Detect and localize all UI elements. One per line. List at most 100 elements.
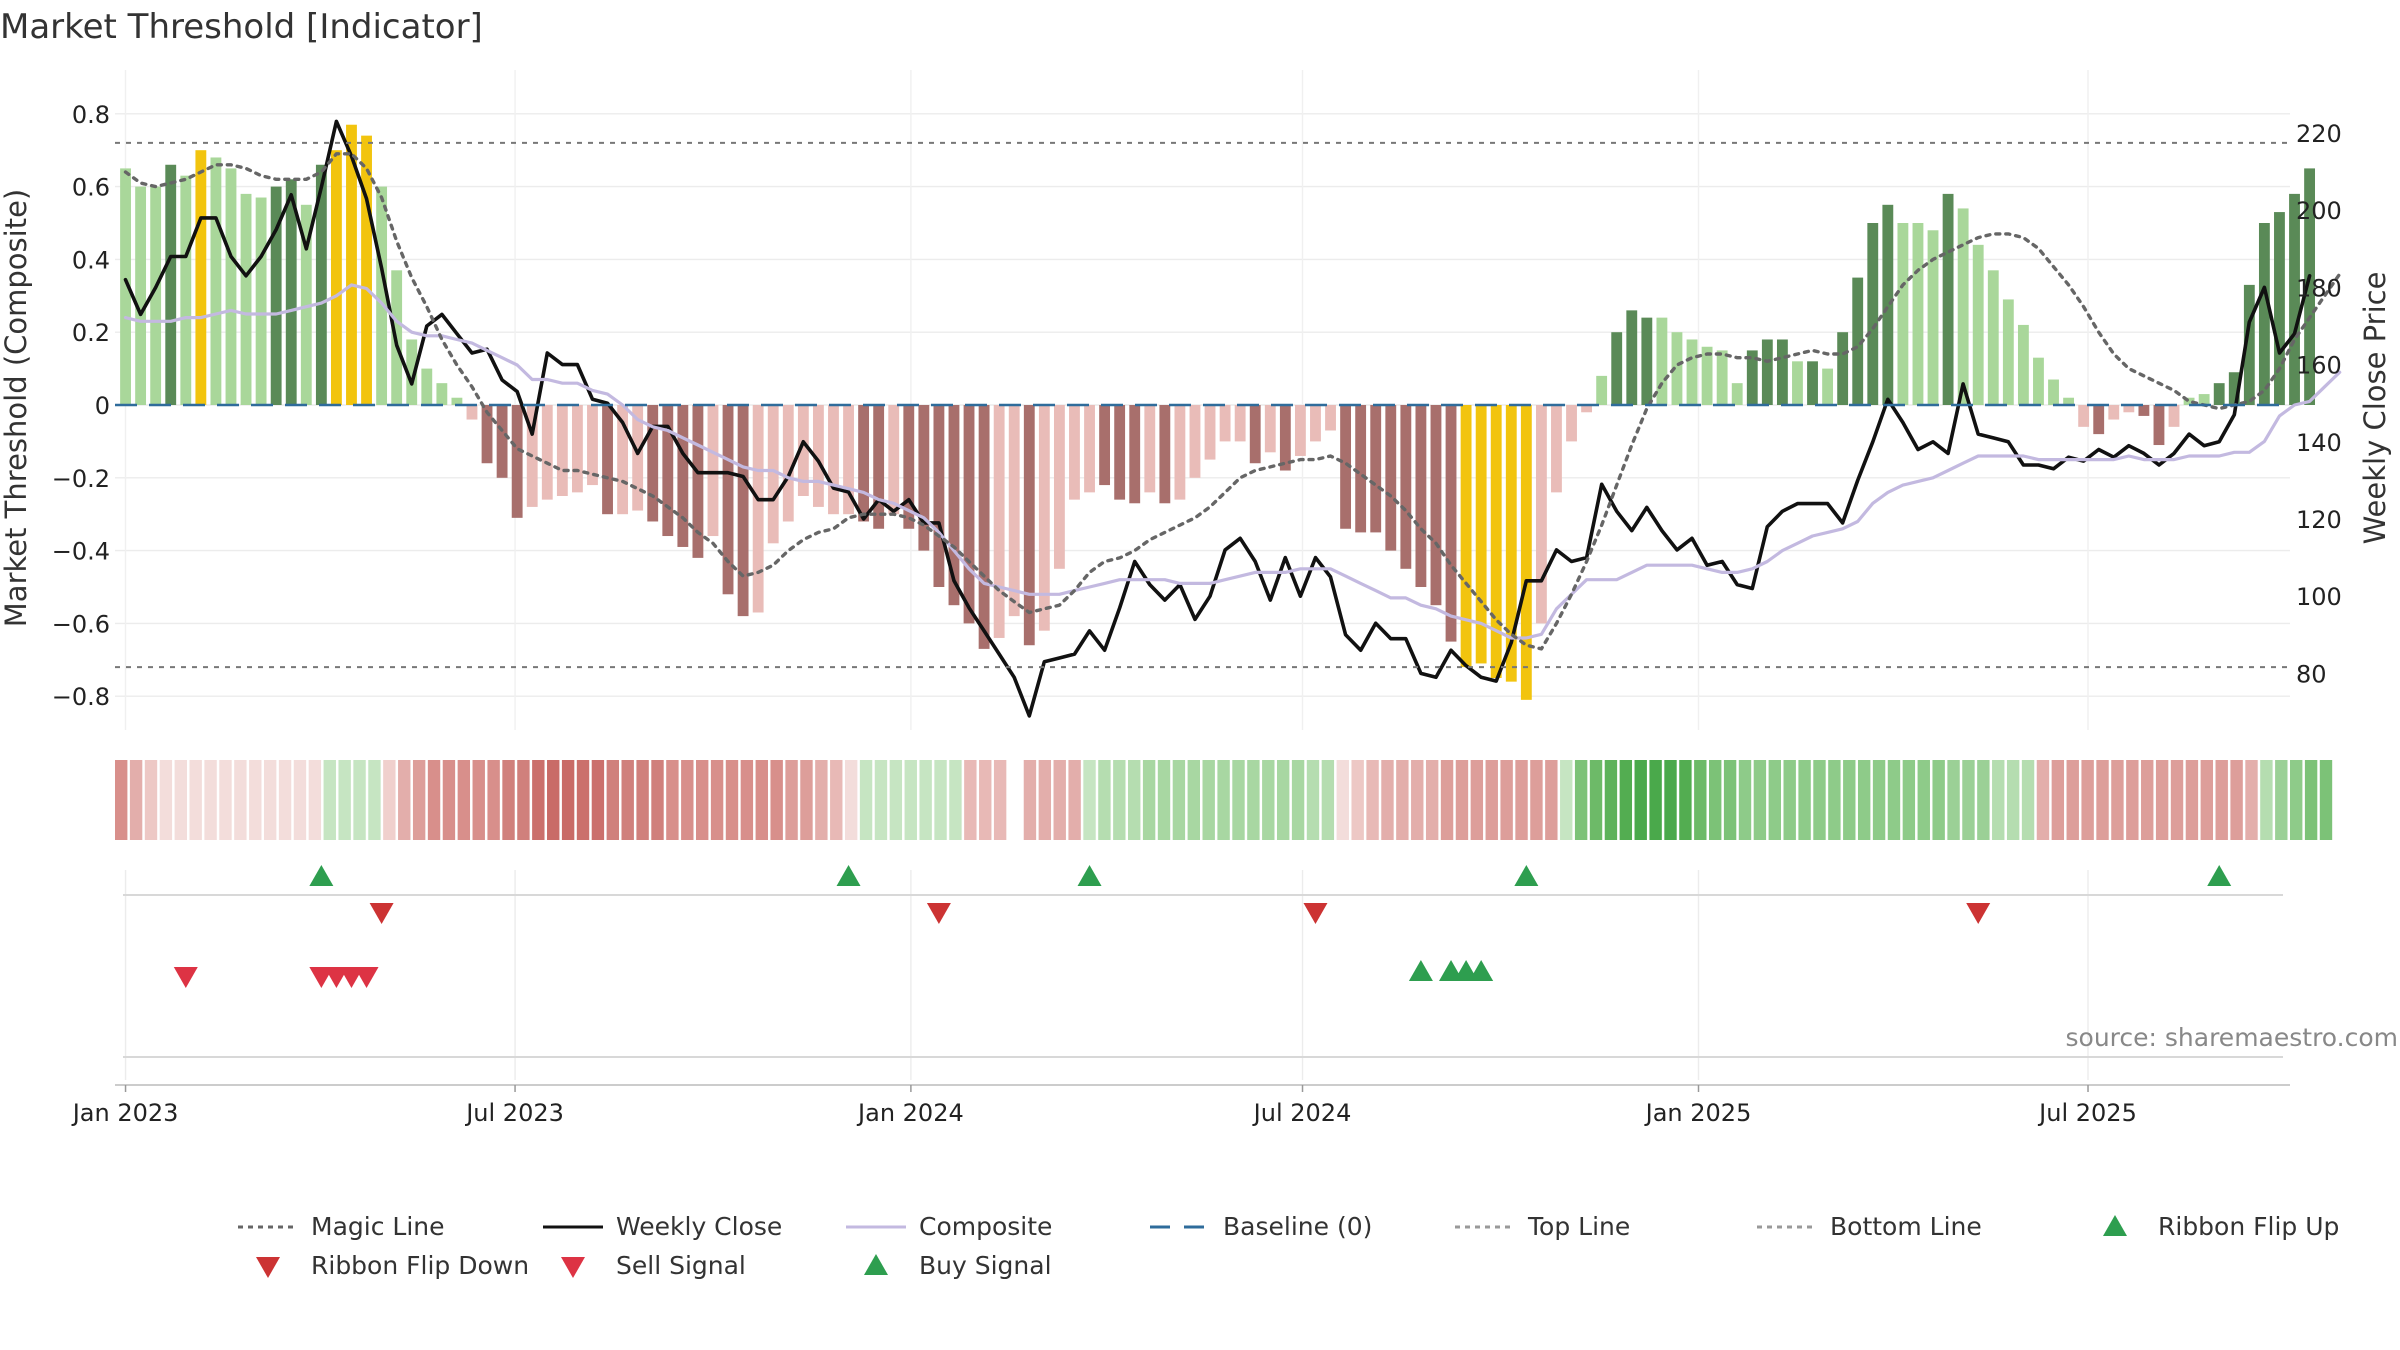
composite-bar [1385, 405, 1397, 551]
ribbon-cell [323, 760, 336, 840]
ribbon-cell [1828, 760, 1841, 840]
composite-bar [1746, 350, 1758, 405]
ribbon-cell [2245, 760, 2258, 840]
composite-bar [1882, 204, 1894, 405]
ribbon-cell [1753, 760, 1767, 840]
legend-item: Ribbon Flip Down [256, 1251, 529, 1280]
composite-bar [1099, 405, 1111, 486]
ribbon-cell [1128, 760, 1141, 840]
ribbon-cell [1038, 760, 1052, 840]
y2-tick-label: 120 [2296, 506, 2342, 534]
ribbon-cell [189, 760, 202, 840]
ribbon-cell [308, 760, 322, 840]
ribbon-cell [2006, 760, 2020, 840]
ribbon-strip [115, 760, 2333, 840]
weekly-close-line [123, 119, 2312, 718]
ribbon-cell [919, 760, 932, 840]
composite-bar [2274, 212, 2285, 405]
composite-bar [120, 168, 131, 405]
composite-bar [1325, 405, 1336, 431]
composite-bar [1641, 317, 1653, 405]
composite-bar [2138, 405, 2150, 416]
grid [115, 70, 2290, 1080]
ribbon-cell [1977, 760, 1990, 840]
composite-bar [903, 405, 915, 529]
ribbon-cell [1947, 760, 1960, 840]
composite-bar [451, 397, 463, 405]
legend-item: Magic Line [238, 1212, 445, 1241]
composite-bar [1972, 244, 1984, 405]
y2-tick-label: 200 [2296, 197, 2342, 225]
composite-bar [1114, 405, 1126, 500]
ribbon-flip-up-marker [2207, 865, 2232, 886]
composite-bar [1656, 317, 1668, 405]
ribbon-cell [1992, 760, 2005, 840]
ribbon-cell [442, 760, 456, 840]
ribbon-cell [1440, 760, 1454, 840]
ribbon-cell [1857, 760, 1871, 840]
ribbon-cell [1142, 760, 1156, 840]
composite-bar [662, 405, 674, 537]
composite-bar [300, 204, 312, 405]
composite-bar [1264, 405, 1276, 453]
composite-bar [692, 405, 704, 558]
ribbon-cell [1798, 760, 1811, 840]
ribbon-cell [1366, 760, 1379, 840]
ribbon-cell [1023, 760, 1037, 840]
y2-tick-label: 100 [2296, 583, 2342, 611]
composite-bar [873, 405, 885, 529]
composite-bar [2168, 405, 2180, 427]
ribbon-cell [2051, 760, 2065, 840]
ribbon-cell [1783, 760, 1796, 840]
legend-label: Sell Signal [616, 1251, 746, 1280]
composite-bar [1897, 223, 1909, 405]
sell-signal-marker [339, 967, 364, 988]
buy-signal-marker [1469, 960, 1494, 981]
ribbon-cell [1917, 760, 1930, 840]
ribbon-cell [1425, 760, 1439, 840]
composite-bar [2228, 372, 2240, 405]
composite-bar [1144, 405, 1156, 493]
ribbon-cell [1217, 760, 1230, 840]
ribbon-cell [2021, 760, 2035, 840]
composite-bar [1174, 405, 1186, 500]
composite-bar [1611, 332, 1623, 405]
composite-bar [1279, 405, 1291, 471]
buy-signal-marker [1454, 960, 1479, 981]
composite-bar [1355, 405, 1367, 533]
composite-bar [421, 368, 433, 405]
composite-bar [677, 405, 689, 547]
ribbon-cell [1887, 760, 1901, 840]
ribbon-cell [1053, 760, 1066, 840]
y-tick-label: 0.2 [72, 319, 110, 347]
ribbon-cell [2185, 760, 2199, 840]
legend-label: Ribbon Flip Down [311, 1251, 529, 1280]
ribbon-cell [725, 760, 739, 840]
ribbon-cell [1262, 760, 1275, 840]
composite-bar [1204, 405, 1216, 460]
ribbon-cell [755, 760, 768, 840]
composite-bar [180, 175, 192, 405]
composite-bar [1445, 405, 1457, 642]
composite-bar [1520, 405, 1532, 700]
ribbon-cell [710, 760, 724, 840]
ribbon-cell [1962, 760, 1975, 840]
ribbon-cell [1664, 760, 1677, 840]
composite-bar [2198, 394, 2210, 405]
ribbon-cell [591, 760, 605, 840]
composite-bar [2063, 397, 2075, 405]
legend-marker [864, 1254, 888, 1275]
ribbon-flip-up-marker [836, 865, 861, 886]
ribbon-cell [1276, 760, 1290, 840]
ribbon-cell [2230, 760, 2243, 840]
composite-bar [1234, 405, 1246, 442]
composite-bar [2304, 168, 2316, 405]
ribbon-cell [1813, 760, 1826, 840]
composite-bar [1535, 405, 1547, 624]
ribbon-cell [2141, 760, 2154, 840]
ribbon-cell [502, 760, 515, 840]
composite-bar [2183, 397, 2195, 405]
composite-bar [195, 150, 207, 405]
ribbon-cell [1455, 760, 1469, 840]
composite-bar [1415, 405, 1427, 587]
